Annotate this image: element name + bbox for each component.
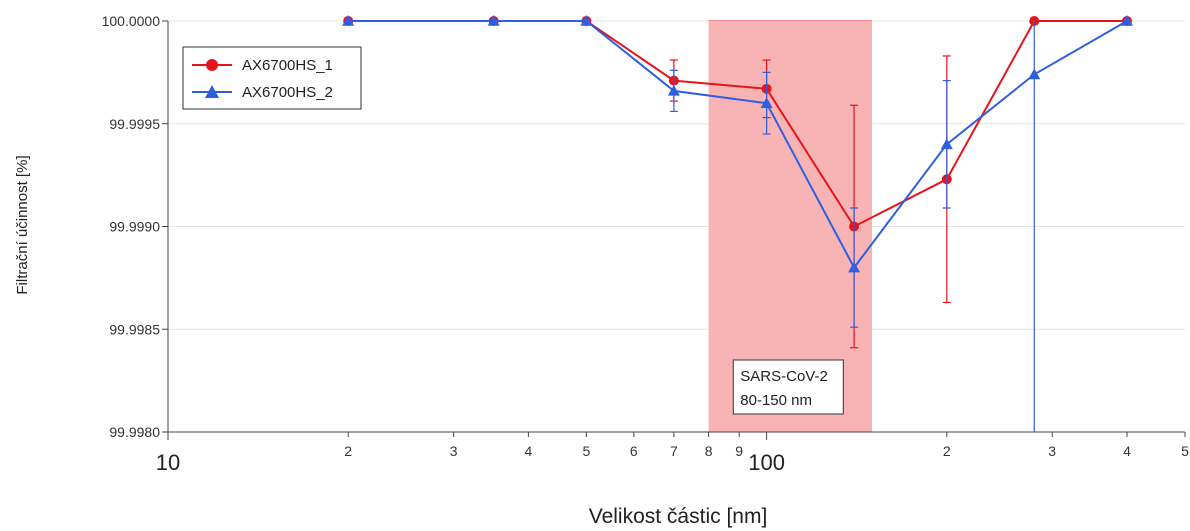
- y-tick-label-4: 99.9980: [109, 424, 160, 440]
- x-tick-label-3: 4: [524, 443, 532, 459]
- series-2-point-5: [848, 261, 861, 273]
- annotation-line-2: 80-150 nm: [740, 392, 812, 409]
- legend-box: [182, 46, 362, 110]
- legend-marker-triangle: [205, 85, 219, 98]
- series-2: [342, 15, 1133, 432]
- x-tick-label-1: 2: [344, 443, 352, 459]
- series-2-point-1: [487, 15, 500, 26]
- x-tick-label-10: 2: [943, 443, 951, 459]
- series-2-point-0: [342, 15, 355, 26]
- x-tick-label-4: 5: [583, 443, 591, 459]
- legend-entry-2: AX6700HS_2: [242, 84, 333, 101]
- sars-cov-2-annotation: SARS-CoV-2 80-150 nm: [732, 359, 844, 415]
- legend: AX6700HS_1 AX6700HS_2: [182, 46, 362, 110]
- x-tick-label-13: 5: [1181, 443, 1189, 459]
- series-2-point-7: [1028, 68, 1041, 80]
- x-tick-label-9: 100: [748, 450, 785, 475]
- series: [342, 15, 1133, 432]
- x-tick-label-12: 4: [1123, 443, 1131, 459]
- legend-entry-1: AX6700HS_1: [242, 57, 333, 74]
- series-2-point-6: [940, 138, 953, 150]
- legend-marker-circle: [206, 59, 218, 71]
- x-tick-label-11: 3: [1048, 443, 1056, 459]
- y-tick-label-3: 99.9985: [109, 321, 160, 337]
- series-2-point-4: [760, 97, 773, 108]
- x-tick-label-2: 3: [450, 443, 458, 459]
- annotation-box: [732, 359, 844, 415]
- series-2-point-8: [1120, 15, 1133, 26]
- axes: 100.0000 99.9995 99.9990 99.9985 99.9980 10 2 3…: [102, 13, 1190, 475]
- x-tick-label-0: 10: [156, 450, 180, 475]
- x-tick-label-7: 8: [705, 443, 713, 459]
- x-axis-title: Velikost částic [nm]: [589, 505, 768, 528]
- x-tick-label-5: 6: [630, 443, 638, 459]
- y-tick-label-1: 99.9995: [109, 116, 160, 132]
- y-tick-label-0: 100.0000: [102, 13, 161, 29]
- y-tick-label-2: 99.9990: [109, 219, 160, 235]
- annotation-line-1: SARS-CoV-2: [740, 368, 828, 385]
- y-axis-title: Filtrační účinnost [%]: [14, 155, 31, 294]
- x-tick-label-8: 9: [735, 443, 743, 459]
- series-2-point-2: [580, 15, 593, 26]
- x-tick-label-6: 7: [670, 443, 678, 459]
- series-2-point-3: [667, 84, 680, 96]
